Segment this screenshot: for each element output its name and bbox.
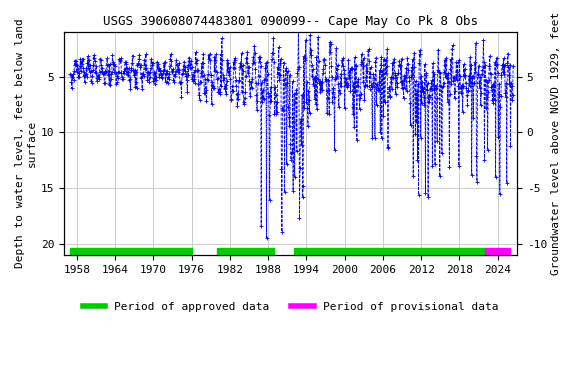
Legend: Period of approved data, Period of provisional data: Period of approved data, Period of provi… <box>78 298 502 316</box>
Y-axis label: Depth to water level, feet below land
surface: Depth to water level, feet below land su… <box>15 19 37 268</box>
Title: USGS 390608074483801 090099-- Cape May Co Pk 8 Obs: USGS 390608074483801 090099-- Cape May C… <box>103 15 478 28</box>
Bar <box>217 248 275 255</box>
Y-axis label: Groundwater level above NGVD 1929, feet: Groundwater level above NGVD 1929, feet <box>551 12 561 275</box>
Bar <box>294 248 485 255</box>
Bar <box>70 248 192 255</box>
Bar <box>485 248 510 255</box>
